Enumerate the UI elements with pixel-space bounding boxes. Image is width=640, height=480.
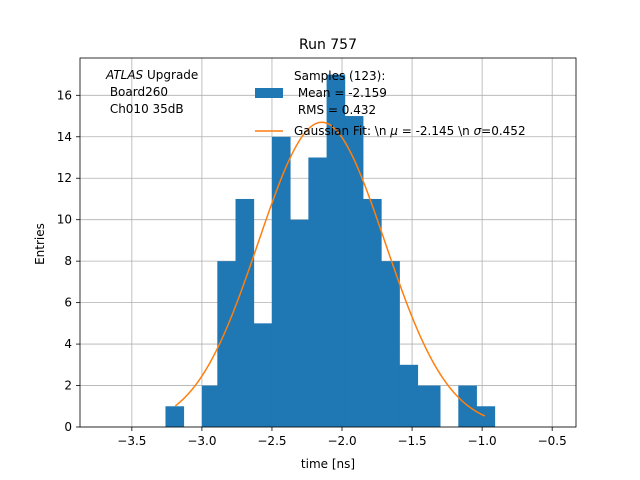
atlas-annotation: ATLAS Upgrade Board260 Ch010 35dB (105, 68, 198, 116)
annotation-line-2: Board260 (106, 85, 168, 99)
histogram-bar (271, 136, 291, 428)
y-tick-label: 14 (57, 130, 72, 144)
histogram-bar (417, 385, 441, 427)
axes-frame (79, 57, 577, 428)
histogram-bar (165, 406, 185, 427)
x-tick-label: −1.5 (397, 434, 426, 448)
annotation-line-1: ATLAS Upgrade (105, 68, 198, 82)
chart-title: Run 757 (299, 37, 357, 53)
y-axis-label: Entries (33, 223, 47, 265)
y-tick-label: 10 (57, 213, 72, 227)
legend-fit-label: Gaussian Fit: \n μ = -2.145 \n σ=0.452 (294, 124, 526, 138)
x-tick-label: −3.0 (187, 434, 216, 448)
histogram-bar (201, 385, 218, 427)
annotation-upgrade: Upgrade (143, 68, 198, 82)
y-tick-label: 2 (64, 379, 72, 393)
histogram-bar (308, 157, 327, 427)
legend-histogram-line-1: Samples (123): (294, 69, 385, 83)
y-tick-label: 6 (64, 296, 72, 310)
histogram-bar (399, 364, 419, 427)
y-axis-ticks: 0 2 4 6 8 10 12 14 16 (57, 88, 80, 434)
gaussian-fit-line (174, 121, 486, 417)
x-tick-label: −3.5 (117, 434, 146, 448)
histogram-bar (253, 323, 273, 427)
annotation-atlas: ATLAS (105, 68, 144, 82)
y-tick-label: 16 (57, 88, 72, 102)
histogram-bar (381, 261, 400, 427)
y-tick-label: 12 (57, 171, 72, 185)
y-tick-label: 0 (64, 420, 72, 434)
legend-fit-mid: = -2.145 \n (398, 124, 474, 138)
histogram-bar (290, 219, 309, 427)
x-tick-label: −2.5 (257, 434, 286, 448)
legend-fit-prefix: Gaussian Fit: \n (294, 124, 390, 138)
legend-fit-suffix: =0.452 (481, 124, 525, 138)
annotation-line-3: Ch010 35dB (106, 102, 184, 116)
legend: Samples (123): Mean = -2.159 RMS = 0.432… (255, 69, 526, 138)
histogram-bar (476, 406, 496, 427)
x-tick-label: −0.5 (538, 434, 567, 448)
x-axis-label: time [ns] (301, 457, 355, 471)
legend-fit-mu: μ (389, 124, 398, 138)
histogram-bar (326, 74, 346, 428)
histogram-bar (344, 116, 364, 427)
legend-histogram-line-3: RMS = 0.432 (294, 103, 376, 117)
x-axis-ticks: −3.5 −3.0 −2.5 −2.0 −1.5 −1.0 −0.5 (117, 427, 567, 448)
histogram-bar (217, 261, 236, 427)
legend-histogram-line-2: Mean = -2.159 (294, 86, 387, 100)
legend-fit-sigma: σ (474, 124, 482, 138)
y-tick-label: 8 (64, 254, 72, 268)
histogram-bar (363, 198, 382, 427)
x-tick-label: −1.0 (468, 434, 497, 448)
histogram-bar (235, 198, 255, 427)
x-tick-label: −2.0 (327, 434, 356, 448)
y-tick-label: 4 (64, 337, 72, 351)
histogram-bars (165, 74, 496, 428)
legend-histogram-swatch (255, 88, 283, 98)
